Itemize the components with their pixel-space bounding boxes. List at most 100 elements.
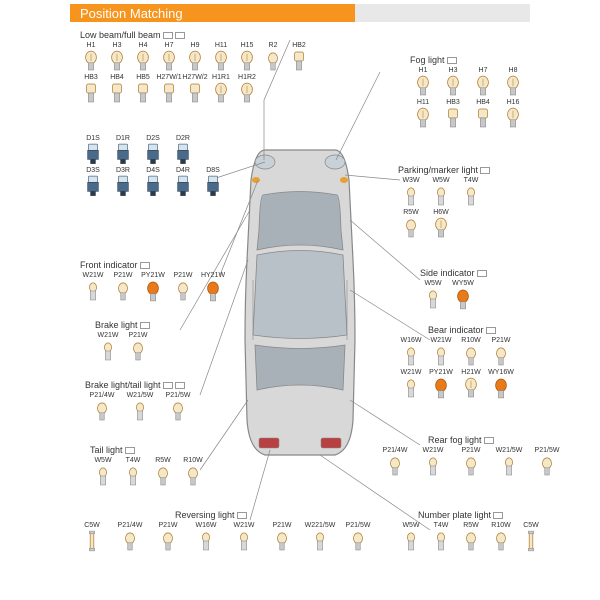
bulb-label: H27W/1 (156, 74, 181, 81)
bulb-icon (424, 455, 442, 477)
bulb-icon (462, 455, 480, 477)
bulb-icon (414, 107, 432, 129)
bulb-item: P21/5W (530, 447, 564, 477)
bulb-item: H15 (236, 42, 258, 72)
bulb-icon (474, 75, 492, 97)
parking-row: R5WH6W (398, 209, 490, 239)
bulb-item: HB5 (132, 74, 154, 104)
bulb-label: W21W (401, 369, 422, 376)
bulb-label: C5W (84, 522, 100, 529)
bulb-icon (432, 185, 450, 207)
bulb-label: R10W (183, 457, 202, 464)
bulb-icon (134, 82, 152, 104)
bulb-label: R10W (491, 522, 510, 529)
front-ind-title: Front indicator (80, 260, 226, 270)
bulb-icon (83, 530, 101, 552)
bulb-item: WY5W (450, 280, 476, 310)
bulb-item: R5W (150, 457, 176, 487)
bulb-label: R2 (269, 42, 278, 49)
bulb-label: H15 (241, 42, 254, 49)
number-plate-title: Number plate light (398, 510, 544, 520)
bulb-item: W21/5W (492, 447, 526, 477)
bulb-item: P21W (151, 522, 185, 552)
bulb-icon (84, 143, 102, 165)
section-front-ind: Front indicator W21WP21WPY21WP21WHY21W (80, 260, 226, 304)
header-bar: Position Matching (70, 4, 530, 22)
bear_ind-row: W21WPY21WH21WWY16W (398, 369, 514, 399)
bulb-icon (160, 82, 178, 104)
bulb-icon (492, 345, 510, 367)
bulb-label: W21/5W (496, 447, 523, 454)
bulb-item: H3 (440, 67, 466, 97)
section-rear-fog: Rear fog light P21/4WW21WP21WW21/5WP21/5… (378, 435, 564, 479)
bulb-icon (504, 107, 522, 129)
bulb-item: D1S (80, 135, 106, 165)
bulb-label: P21/5W (166, 392, 191, 399)
bulb-label: D4S (146, 167, 160, 174)
low-beam-title: Low beam/full beam (80, 30, 310, 40)
bulb-icon (273, 530, 291, 552)
bulb-item: HB2 (288, 42, 310, 72)
bulb-label: P21W (491, 337, 510, 344)
bulb-icon (186, 50, 204, 72)
bulb-icon (492, 377, 510, 399)
bulb-icon (82, 50, 100, 72)
bulb-icon (432, 345, 450, 367)
bulb-label: H1 (419, 67, 428, 74)
bulb-label: W21W (98, 332, 119, 339)
brake-row: W21WP21W (95, 332, 151, 362)
bulb-label: H1R1 (212, 74, 230, 81)
bulb-item: D3R (110, 167, 136, 197)
bulb-label: D2R (176, 135, 190, 142)
bulb-label: D1S (86, 135, 100, 142)
bulb-icon (454, 288, 472, 310)
section-parking: Parking/marker light W3WW5WT4WR5WH6W (398, 165, 490, 241)
bulb-item: H4 (132, 42, 154, 72)
bulb-item: W5W (90, 457, 116, 487)
bulb-label: H4 (139, 42, 148, 49)
bulb-label: HB3 (84, 74, 98, 81)
bulb-label: W16W (196, 522, 217, 529)
bulb-icon (424, 288, 442, 310)
bulb-label: HY21W (201, 272, 225, 279)
bulb-icon (349, 530, 367, 552)
bulb-icon (197, 530, 215, 552)
section-brake-tail: Brake light/tail light P21/4WW21/5WP21/5… (85, 380, 195, 424)
bulb-label: P21/5W (535, 447, 560, 454)
section-bear-ind: Bear indicator W16WW21WR10WP21WW21WPY21W… (398, 325, 514, 401)
bulb-icon (474, 107, 492, 129)
brake-tail-title: Brake light/tail light (85, 380, 195, 390)
bulb-item: HB4 (106, 74, 128, 104)
bulb-icon (82, 82, 100, 104)
bulb-item: H1 (410, 67, 436, 97)
bulb-item: D2R (170, 135, 196, 165)
bulb-icon (504, 75, 522, 97)
bulb-icon (184, 465, 202, 487)
bulb-label: P21W (461, 447, 480, 454)
bulb-label: W3W (402, 177, 419, 184)
side_ind-row: W5WWY5W (420, 280, 487, 310)
bulb-item: W16W (398, 337, 424, 367)
section-fog: Fog light H1H3H7H8H11HB3HB4H16 (410, 55, 526, 131)
bulb-item: W3W (398, 177, 424, 207)
bulb-item: H27W/2 (184, 74, 206, 104)
bulb-item: WY16W (488, 369, 514, 399)
bulb-label: W21/5W (127, 392, 154, 399)
bulb-item: D3S (80, 167, 106, 197)
bulb-item: W16W (189, 522, 223, 552)
bulb-item: H1 (80, 42, 102, 72)
bulb-item: W221/5W (303, 522, 337, 552)
bulb-item: W21W (416, 447, 450, 477)
bulb-item: W21/5W (123, 392, 157, 422)
bulb-label: W5W (402, 522, 419, 529)
bulb-icon (290, 50, 308, 72)
bulb-label: HB3 (446, 99, 460, 106)
bulb-item: T4W (458, 177, 484, 207)
fog-row: H1H3H7H8 (410, 67, 526, 97)
bulb-item: P21W (454, 447, 488, 477)
bulb-icon (114, 143, 132, 165)
section-reversing: Reversing light C5WP21/4WP21WW16WW21WP21… (75, 510, 375, 554)
bulb-icon (154, 465, 172, 487)
bulb-label: P21W (158, 522, 177, 529)
bulb-item: H8 (500, 67, 526, 97)
